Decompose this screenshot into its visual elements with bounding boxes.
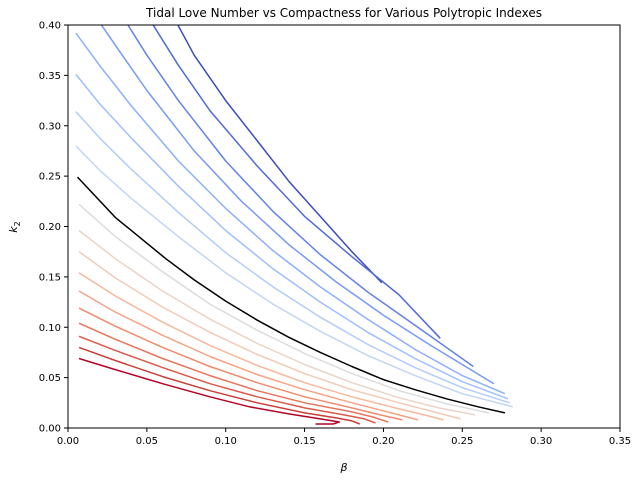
x-tick-label: 0.00: [57, 436, 79, 447]
y-axis-label: k2: [7, 221, 22, 232]
y-tick-label: 0.10: [39, 323, 61, 334]
x-tick-label: 0.35: [609, 436, 631, 447]
series-line-curve-19: [78, 357, 341, 425]
series-line-curve-11: [78, 229, 476, 416]
y-tick-label: 0.35: [39, 71, 61, 82]
series-line-curve-4: [100, 25, 495, 385]
series-line-curve-1: [177, 25, 383, 284]
y-tick-label: 0.25: [39, 172, 61, 183]
y-tick-label: 0.15: [39, 272, 61, 283]
series-line-curve-6: [75, 73, 509, 400]
series-layer: [75, 25, 513, 425]
series-line-curve-17: [78, 335, 376, 424]
series-line-curve-8: [75, 145, 513, 408]
series-line-curve-9: [76, 176, 506, 414]
y-tick-label: 0.30: [39, 121, 61, 132]
series-line-curve-5: [75, 32, 506, 395]
series-line-curve-16: [78, 322, 389, 423]
series-line-curve-10: [78, 203, 490, 414]
x-tick-label: 0.10: [215, 436, 237, 447]
series-line-curve-15: [78, 307, 403, 421]
x-axis-label: β: [339, 461, 347, 474]
series-line-curve-12: [78, 251, 461, 420]
x-tick-label: 0.15: [293, 436, 315, 447]
y-axis-label-main: k: [7, 226, 20, 233]
y-tick-label: 0.05: [39, 373, 61, 384]
series-line-curve-2: [152, 25, 441, 339]
series-line-curve-18: [78, 346, 361, 425]
y-tick-label: 0.20: [39, 222, 61, 233]
x-tick-label: 0.20: [372, 436, 394, 447]
x-axis: 0.00 0.05 0.10 0.15 0.20 0.25 0.30 0.35: [57, 428, 631, 447]
x-tick-label: 0.05: [136, 436, 158, 447]
x-tick-label: 0.25: [451, 436, 473, 447]
series-line-curve-7: [75, 111, 510, 404]
x-tick-label: 0.30: [530, 436, 552, 447]
y-tick-label: 0.00: [39, 424, 61, 435]
y-tick-label: 0.40: [39, 21, 61, 32]
series-line-curve-13: [78, 272, 444, 421]
series-line-curve-14: [78, 290, 419, 421]
series-line-curve-3: [127, 25, 474, 368]
y-axis: 0.00 0.05 0.10 0.15 0.20 0.25 0.30 0.35 0.40: [39, 21, 68, 435]
y-axis-label-sub: 2: [13, 221, 22, 226]
chart-title: Tidal Love Number vs Compactness for Var…: [145, 6, 542, 20]
